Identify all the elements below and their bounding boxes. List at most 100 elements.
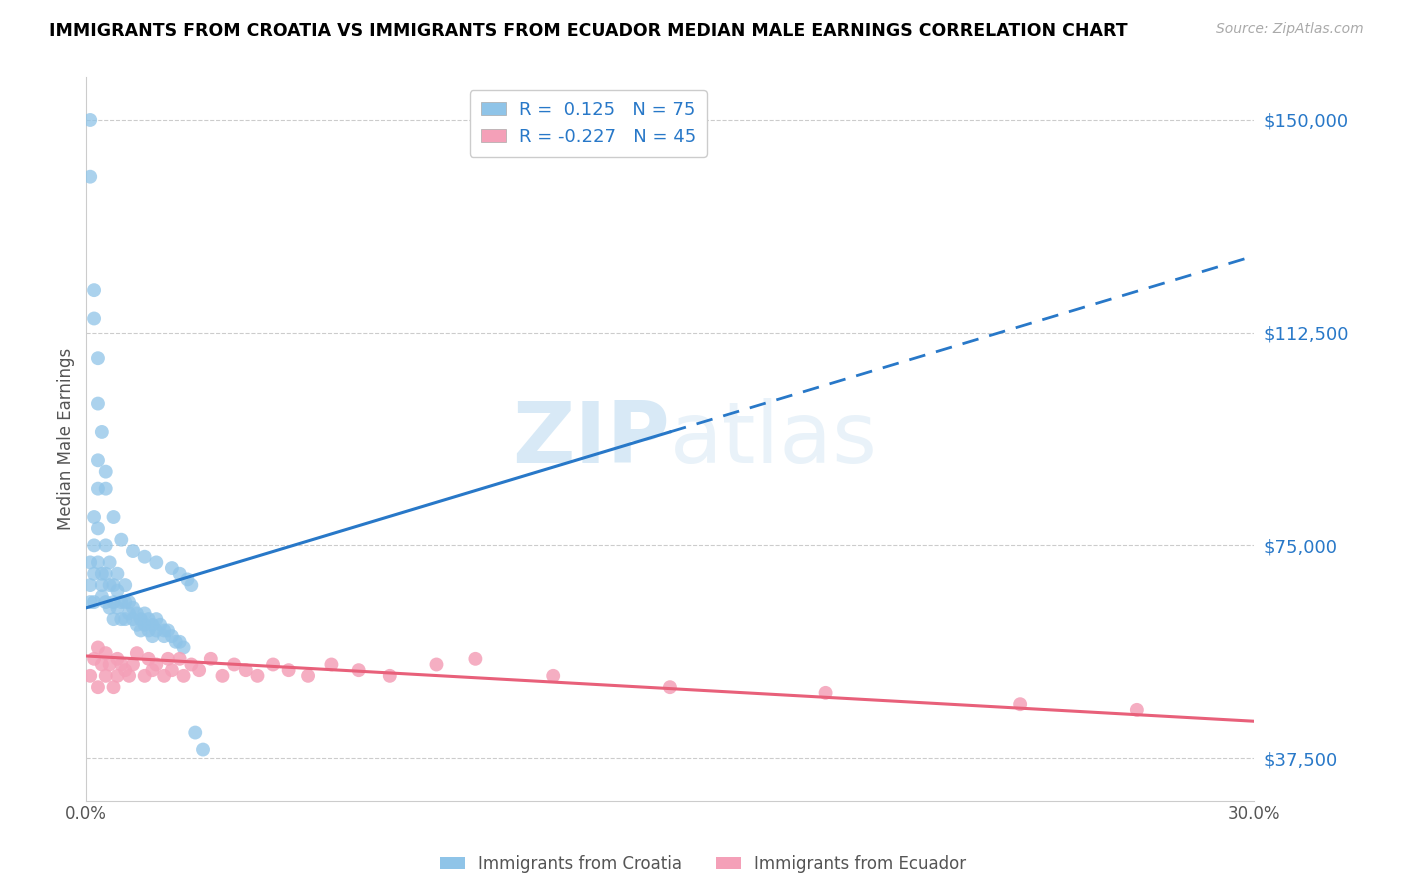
Point (98, 600, 121, 615)
Point (169, 635, 191, 649)
Point (79, 555, 101, 569)
Point (87, 453, 110, 467)
Point (134, 617, 156, 632)
Point (1010, 697, 1032, 711)
Point (145, 624, 167, 638)
Legend: Immigrants from Croatia, Immigrants from Ecuador: Immigrants from Croatia, Immigrants from… (433, 848, 973, 880)
Point (107, 583, 129, 598)
Point (90, 578, 112, 592)
Text: IMMIGRANTS FROM CROATIA VS IMMIGRANTS FROM ECUADOR MEDIAN MALE EARNINGS CORRELAT: IMMIGRANTS FROM CROATIA VS IMMIGRANTS FR… (49, 22, 1128, 40)
Point (103, 578, 125, 592)
Point (94, 566, 117, 581)
Text: ZIP: ZIP (512, 398, 669, 481)
Point (94, 646, 117, 660)
Point (173, 640, 195, 655)
Point (211, 669, 233, 683)
Legend: R =  0.125   N = 75, R = -0.227   N = 45: R = 0.125 N = 75, R = -0.227 N = 45 (470, 90, 707, 157)
Point (79, 578, 101, 592)
Point (160, 663, 183, 677)
Point (87, 640, 110, 655)
Point (87, 351, 110, 366)
Point (83, 510, 105, 524)
Point (103, 612, 125, 626)
Point (110, 612, 132, 626)
Point (94, 482, 117, 496)
Point (184, 725, 207, 739)
Point (122, 657, 145, 672)
Point (122, 544, 145, 558)
Point (118, 669, 141, 683)
Point (83, 652, 105, 666)
Point (658, 680, 681, 694)
Point (138, 652, 160, 666)
Point (122, 600, 145, 615)
Point (110, 595, 132, 609)
Point (191, 742, 214, 756)
Point (176, 573, 198, 587)
Point (153, 624, 176, 638)
Point (83, 566, 105, 581)
Point (425, 657, 447, 672)
Point (200, 652, 222, 666)
Point (188, 663, 211, 677)
Point (94, 595, 117, 609)
Point (541, 669, 564, 683)
Point (110, 533, 132, 547)
Point (98, 555, 121, 569)
Point (145, 657, 167, 672)
Point (107, 566, 129, 581)
Point (141, 629, 163, 643)
Point (83, 538, 105, 552)
Point (83, 595, 105, 609)
Point (145, 612, 167, 626)
Point (125, 607, 148, 621)
Point (90, 425, 112, 439)
Point (153, 669, 176, 683)
Point (297, 669, 319, 683)
Point (79, 595, 101, 609)
Point (107, 652, 129, 666)
Point (129, 624, 152, 638)
Point (156, 652, 179, 666)
Point (1126, 703, 1149, 717)
Point (83, 311, 105, 326)
Point (114, 578, 136, 592)
Point (87, 680, 110, 694)
Point (145, 555, 167, 569)
Point (110, 657, 132, 672)
Point (87, 396, 110, 410)
Point (114, 612, 136, 626)
Point (79, 669, 101, 683)
Point (125, 617, 148, 632)
Point (79, 169, 101, 184)
Point (90, 657, 112, 672)
Point (160, 561, 183, 575)
Text: Source: ZipAtlas.com: Source: ZipAtlas.com (1216, 22, 1364, 37)
Point (464, 652, 486, 666)
Point (141, 617, 163, 632)
Point (94, 669, 117, 683)
Point (141, 663, 163, 677)
Point (114, 595, 136, 609)
Point (90, 566, 112, 581)
Point (224, 657, 246, 672)
Point (103, 510, 125, 524)
Point (107, 669, 129, 683)
Point (118, 607, 141, 621)
Point (103, 680, 125, 694)
Point (149, 617, 172, 632)
Point (87, 521, 110, 535)
Point (138, 624, 160, 638)
Point (122, 612, 145, 626)
Point (180, 578, 202, 592)
Point (347, 663, 370, 677)
Point (134, 549, 156, 564)
Point (156, 624, 179, 638)
Point (83, 283, 105, 297)
Point (180, 657, 202, 672)
Point (134, 669, 156, 683)
Point (262, 657, 284, 672)
Point (169, 652, 191, 666)
Point (125, 646, 148, 660)
Y-axis label: Median Male Earnings: Median Male Earnings (58, 348, 75, 530)
